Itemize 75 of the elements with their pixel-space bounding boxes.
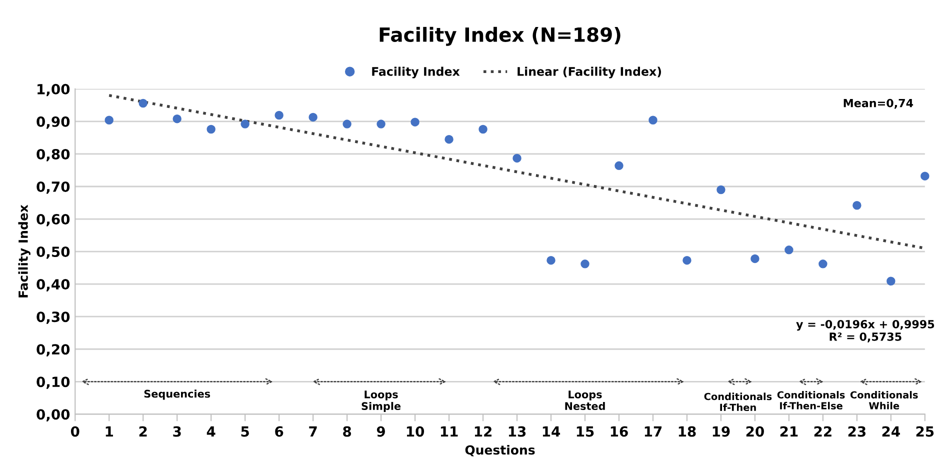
point bbox=[580, 260, 590, 268]
x-axis-title: Questions bbox=[465, 444, 535, 456]
x-tick-label: 4 bbox=[206, 426, 216, 437]
x-tick-label: 11 bbox=[440, 426, 458, 437]
x-tick-label: 15 bbox=[576, 426, 594, 437]
x-tick-label: 9 bbox=[376, 426, 385, 437]
point bbox=[342, 120, 352, 128]
x-tick-label: 20 bbox=[746, 426, 764, 437]
x-tick-label: 10 bbox=[406, 426, 424, 437]
annotation: Loops Simple bbox=[362, 390, 401, 412]
x-tick-label: 2 bbox=[139, 426, 147, 437]
y-tick-label: 0,70 bbox=[36, 181, 70, 194]
point bbox=[274, 110, 284, 120]
point bbox=[920, 172, 930, 180]
x-tick-label: 14 bbox=[542, 426, 560, 437]
y-tick-label: 0,90 bbox=[36, 116, 70, 129]
x-tick-label: 17 bbox=[644, 426, 662, 437]
point bbox=[818, 260, 828, 268]
x-tick-label: 6 bbox=[275, 426, 284, 437]
y-tick-label: 0,80 bbox=[36, 148, 70, 162]
x-tick-label: 18 bbox=[678, 426, 696, 437]
point bbox=[410, 118, 420, 126]
x-tick-label: 19 bbox=[712, 426, 730, 437]
y-tick-label: 0,40 bbox=[36, 279, 70, 292]
point bbox=[648, 116, 658, 125]
annotation: Conditionals While bbox=[850, 391, 918, 410]
x-tick-label: 22 bbox=[814, 426, 832, 437]
point bbox=[172, 114, 182, 124]
x-tick-label: 8 bbox=[343, 426, 352, 437]
y-tick-label: 0,50 bbox=[36, 246, 70, 259]
point bbox=[376, 120, 386, 128]
y-tick-label: 0,60 bbox=[36, 214, 70, 226]
point bbox=[206, 124, 216, 134]
x-tick-label: 0 bbox=[70, 426, 80, 437]
point bbox=[784, 246, 794, 254]
y-axis-title: Facility Index bbox=[18, 204, 30, 298]
x-tick-label: 24 bbox=[882, 426, 900, 437]
x-tick-label: 1 bbox=[106, 426, 113, 437]
x-tick-label: 23 bbox=[848, 426, 866, 437]
point bbox=[104, 116, 114, 125]
y-tick-label: 0,10 bbox=[36, 376, 70, 389]
annotation: Conditionals If-Then bbox=[704, 392, 772, 412]
annotation: y = -0,0196x + 0,9995 R² = 0,5735 bbox=[796, 320, 934, 342]
point bbox=[750, 254, 760, 264]
point bbox=[682, 256, 692, 265]
x-tick-label: 5 bbox=[241, 426, 249, 437]
y-tick-label: 1,00 bbox=[38, 84, 70, 96]
x-tick-label: 13 bbox=[508, 426, 526, 437]
point bbox=[308, 112, 318, 122]
y-tick-label: 0,20 bbox=[36, 344, 70, 356]
x-tick-label: 12 bbox=[474, 426, 492, 437]
point bbox=[716, 185, 726, 194]
legend-label: Linear (Facility Index) bbox=[518, 66, 661, 78]
chart-title: Facility Index (N=189) bbox=[380, 26, 620, 46]
annotation: Mean=0,74 bbox=[844, 98, 914, 109]
x-tick-label: 3 bbox=[173, 426, 181, 437]
x-tick-label: 25 bbox=[916, 426, 934, 437]
point bbox=[852, 200, 862, 210]
annotation: Loops Nested bbox=[565, 390, 605, 410]
x-tick-label: 16 bbox=[610, 426, 628, 437]
point bbox=[240, 120, 250, 128]
x-tick-label: 7 bbox=[309, 426, 317, 437]
point bbox=[478, 124, 488, 134]
x-tick-label: 21 bbox=[780, 426, 798, 437]
legend-label: Facility Index bbox=[372, 66, 460, 78]
point bbox=[886, 276, 896, 286]
y-tick-label: 0,30 bbox=[36, 312, 70, 324]
y-tick-label: 0,00 bbox=[36, 409, 70, 422]
point bbox=[546, 256, 556, 265]
annotation: Sequencies bbox=[144, 390, 210, 400]
point bbox=[444, 134, 454, 144]
point bbox=[138, 98, 148, 108]
point bbox=[614, 161, 624, 170]
annotation: Conditionals If-Then-Else bbox=[777, 391, 845, 410]
point bbox=[512, 154, 522, 163]
